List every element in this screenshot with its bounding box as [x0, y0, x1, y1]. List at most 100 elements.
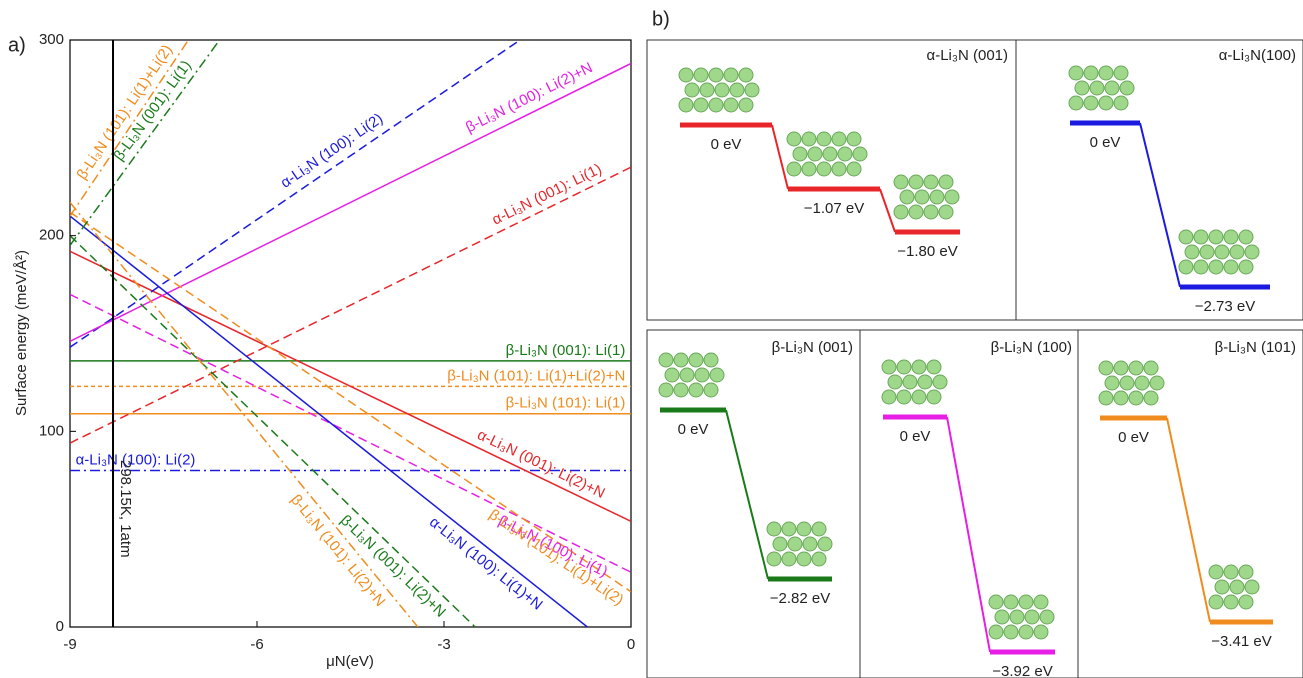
atom: [1069, 66, 1083, 80]
energy-label: 0 eV: [711, 136, 742, 153]
atom: [1209, 230, 1223, 244]
atom: [1179, 260, 1193, 274]
atom: [903, 375, 917, 389]
atom: [803, 537, 817, 551]
atom: [709, 68, 723, 82]
energy-label: 0 eV: [1118, 429, 1149, 446]
atom: [730, 83, 744, 97]
atom: [1120, 81, 1134, 95]
panel-title: β-Li₃N (100): [991, 339, 1072, 356]
atom: [739, 98, 753, 112]
data-line: [70, 216, 587, 627]
connector: [1140, 123, 1180, 287]
atom: [897, 360, 911, 374]
atom: [1084, 66, 1098, 80]
atom: [933, 375, 947, 389]
atom: [1200, 245, 1214, 259]
atom: [1019, 595, 1033, 609]
atom: [909, 175, 923, 189]
atom: [724, 98, 738, 112]
atom: [1025, 610, 1039, 624]
atom: [897, 390, 911, 404]
atom: [745, 83, 759, 97]
connector: [947, 417, 990, 652]
atom: [924, 205, 938, 219]
atom: [1224, 595, 1238, 609]
atom: [995, 610, 1009, 624]
atom: [847, 162, 861, 176]
atom: [812, 522, 826, 536]
atom: [930, 190, 944, 204]
atom: [659, 383, 673, 397]
atom: [1179, 230, 1193, 244]
atom: [782, 522, 796, 536]
atom: [1239, 595, 1253, 609]
atom: [724, 68, 738, 82]
atom: [1105, 81, 1119, 95]
atom: [939, 175, 953, 189]
atom: [1114, 361, 1128, 375]
energy-label: 0 eV: [900, 428, 931, 445]
atom: [1239, 565, 1253, 579]
atom: [1105, 376, 1119, 390]
x-tick-label: 0: [627, 636, 635, 653]
atom: [1040, 610, 1054, 624]
atom: [1245, 245, 1259, 259]
panel-label: a): [8, 34, 26, 56]
energy-label: −3.41 eV: [1211, 633, 1271, 650]
atom: [704, 353, 718, 367]
atom: [787, 132, 801, 146]
atom: [1099, 361, 1113, 375]
atom: [1215, 245, 1229, 259]
atom: [797, 522, 811, 536]
atom: [817, 132, 831, 146]
y-tick-label: 100: [39, 422, 64, 439]
line-label: α-Li₃N (001): Li(2)+N: [475, 426, 608, 502]
line-label: α-Li₃N (001): Li(1): [489, 160, 604, 228]
atom: [797, 552, 811, 566]
atom: [788, 537, 802, 551]
energy-label: −3.92 eV: [992, 663, 1052, 678]
atom: [1114, 96, 1128, 110]
atom: [1084, 96, 1098, 110]
atom: [680, 368, 694, 382]
atom: [802, 162, 816, 176]
atom: [927, 390, 941, 404]
atom: [1004, 595, 1018, 609]
atom: [853, 147, 867, 161]
atom: [882, 360, 896, 374]
atom: [1099, 66, 1113, 80]
atom: [1194, 230, 1208, 244]
atom: [1120, 376, 1134, 390]
panel-title: β-Li₃N (001): [772, 339, 853, 356]
line-label: β-Li₃N (001): Li(1): [506, 342, 626, 359]
panel-title: β-Li₃N (101): [1215, 339, 1296, 356]
atom: [939, 205, 953, 219]
atom: [685, 83, 699, 97]
atom: [909, 205, 923, 219]
atom: [1034, 595, 1048, 609]
atom: [989, 595, 1003, 609]
energy-label: −2.73 eV: [1195, 298, 1255, 315]
atom: [767, 522, 781, 536]
atom: [739, 68, 753, 82]
atom: [674, 383, 688, 397]
atom: [710, 368, 724, 382]
atom: [1010, 610, 1024, 624]
atom: [1209, 260, 1223, 274]
atom: [1194, 260, 1208, 274]
atom: [704, 383, 718, 397]
atom: [709, 98, 723, 112]
connector: [880, 189, 895, 232]
page: a) b) μN(eV) Surface energy (meV/Å²) -9-…: [0, 0, 1303, 678]
atom: [679, 68, 693, 82]
atom: [1004, 625, 1018, 639]
atom: [1099, 96, 1113, 110]
line-label: β-Li₃N (101): Li(1)+Li(2)+N: [447, 367, 625, 384]
atom: [894, 205, 908, 219]
panel-label: b): [652, 8, 670, 30]
energy-label: 0 eV: [1090, 134, 1121, 151]
atom: [1209, 565, 1223, 579]
atom: [715, 83, 729, 97]
atom: [924, 175, 938, 189]
